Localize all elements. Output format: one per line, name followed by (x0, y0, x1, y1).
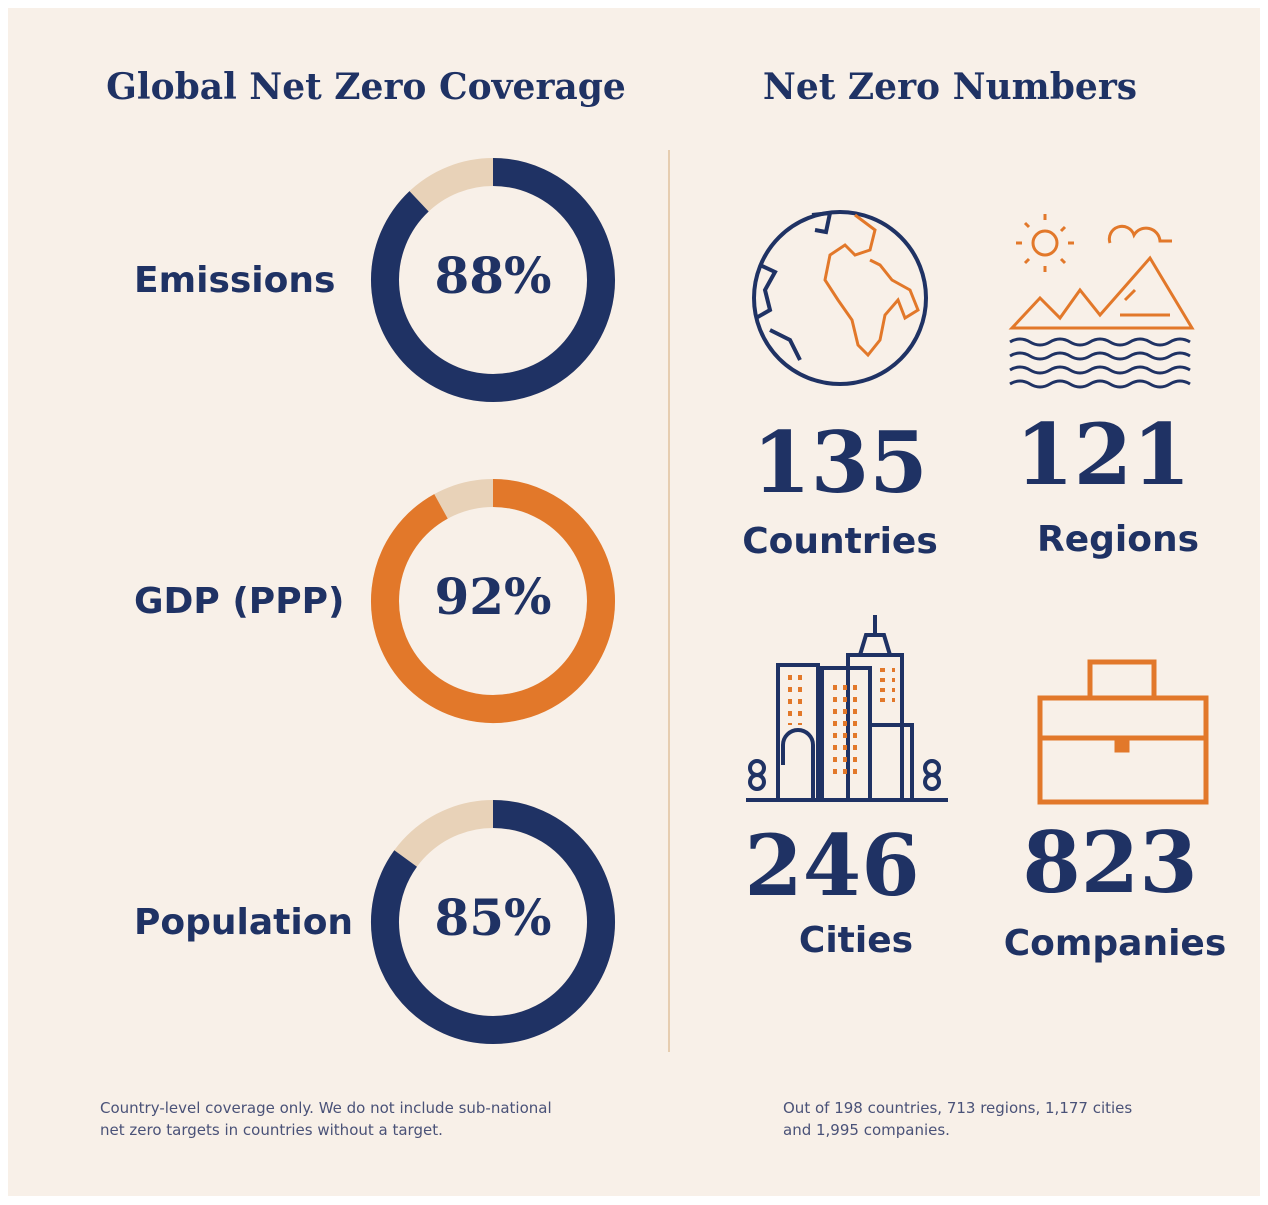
city-icon (746, 615, 948, 802)
donut-arc (371, 479, 615, 723)
number-value: 121 (1015, 405, 1190, 504)
globe-icon (752, 210, 928, 386)
landscape-icon (1008, 214, 1195, 389)
number-label: Companies (1004, 923, 1227, 964)
donut-label: Population (134, 902, 353, 943)
donut-label: Emissions (134, 260, 335, 301)
donut-value-label: 85% (434, 888, 551, 947)
donut-label: GDP (PPP) (134, 581, 344, 622)
briefcase-icon (1037, 659, 1209, 805)
left-title: Global Net Zero Coverage (106, 66, 626, 108)
donut-arc (371, 800, 615, 1044)
number-value: 246 (744, 816, 919, 915)
number-label: Regions (1037, 519, 1199, 560)
panel (8, 8, 1260, 1196)
number-value: 135 (752, 413, 927, 512)
donut-arc (371, 158, 615, 402)
number-value: 823 (1022, 813, 1197, 912)
right-title: Net Zero Numbers (763, 66, 1137, 108)
right-note: Out of 198 countries, 713 regions, 1,177… (783, 1099, 1133, 1139)
left-note: Country-level coverage only. We do not i… (100, 1099, 552, 1139)
number-label: Countries (742, 521, 938, 562)
donut-value-label: 92% (434, 567, 551, 626)
donut-value-label: 88% (434, 246, 551, 305)
number-label: Cities (799, 920, 913, 961)
